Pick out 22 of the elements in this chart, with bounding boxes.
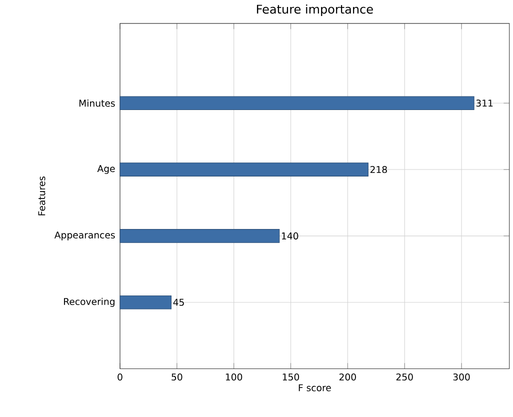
y-tick-label: Minutes <box>79 100 115 107</box>
bar <box>120 162 368 177</box>
chart-title: Feature importance <box>256 4 373 16</box>
x-tick-label: 100 <box>226 374 242 381</box>
data-label: 45 <box>173 299 184 306</box>
bar <box>120 296 172 310</box>
data-label: 218 <box>370 166 387 174</box>
y-tick-label: Age <box>97 165 115 174</box>
bar <box>120 96 474 110</box>
x-tick-label: 0 <box>118 374 122 381</box>
y-tick-label: Recovering <box>64 298 114 307</box>
x-tick-label: 250 <box>396 374 413 381</box>
data-label: 311 <box>476 100 493 107</box>
x-tick-label: 200 <box>339 374 356 381</box>
data-label: 140 <box>282 232 298 240</box>
x-tick-label: 50 <box>172 374 182 381</box>
y-axis-title: Features <box>38 176 46 216</box>
y-tick-label: Appearances <box>54 232 115 240</box>
x-tick-label: 300 <box>453 374 470 381</box>
bar <box>120 229 280 243</box>
x-axis-title: F score <box>298 384 331 392</box>
x-tick-label: 150 <box>282 374 300 381</box>
